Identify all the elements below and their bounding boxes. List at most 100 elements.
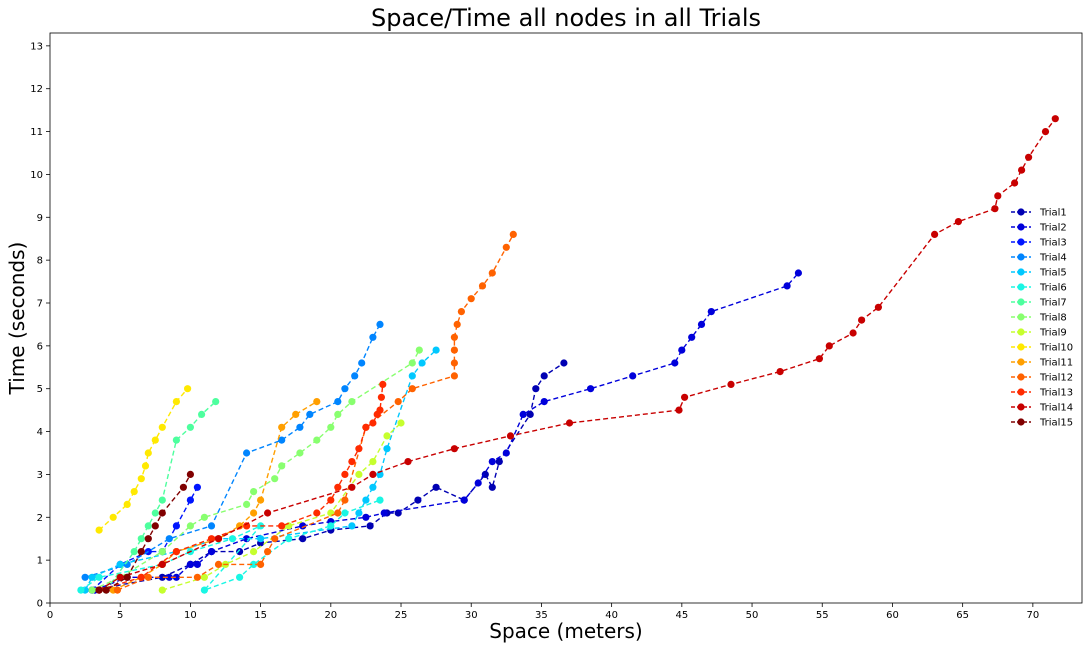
- data-point: [137, 573, 145, 581]
- x-tick-label: 10: [184, 610, 197, 621]
- series-trial7: [102, 398, 220, 594]
- legend-item: Trial8: [1011, 313, 1067, 324]
- legend-item: Trial3: [1011, 238, 1067, 249]
- data-point: [1011, 179, 1019, 187]
- data-point: [526, 410, 534, 418]
- data-point: [137, 535, 145, 543]
- series-trial4: [81, 320, 384, 581]
- data-point: [123, 573, 131, 581]
- data-point: [236, 573, 244, 581]
- legend-label: Trial5: [1039, 268, 1067, 279]
- legend-marker: [1017, 343, 1025, 351]
- data-point: [560, 359, 568, 367]
- x-axis: 0 5 10 15 20 25 30 35 40 45 50 55 60 65 70: [47, 603, 1039, 621]
- y-tick-label: 2: [37, 513, 43, 524]
- data-point: [355, 509, 363, 517]
- x-tick-label: 30: [465, 610, 478, 621]
- series-trial15: [95, 470, 194, 594]
- y-tick-label: 5: [37, 384, 43, 395]
- data-point: [95, 526, 103, 534]
- data-point: [296, 449, 304, 457]
- data-point: [369, 458, 377, 466]
- data-point: [296, 423, 304, 431]
- series-trial1: [88, 359, 568, 594]
- data-point: [954, 218, 963, 226]
- data-point: [415, 346, 423, 354]
- data-point: [292, 410, 300, 418]
- series-line: [105, 401, 217, 591]
- data-point: [109, 513, 117, 521]
- data-point: [243, 449, 251, 457]
- data-point: [172, 398, 180, 406]
- data-point: [130, 488, 138, 496]
- data-point: [509, 230, 517, 238]
- legend-item: Trial15: [1011, 418, 1073, 429]
- data-point: [172, 548, 180, 556]
- legend-label: Trial8: [1039, 313, 1067, 324]
- data-point: [408, 385, 416, 393]
- data-point: [994, 192, 1002, 200]
- legend-marker: [1017, 223, 1025, 231]
- legend-label: Trial1: [1039, 208, 1067, 219]
- x-tick-label: 35: [535, 610, 548, 621]
- series-line: [162, 422, 402, 591]
- data-point: [186, 423, 194, 431]
- x-tick-label: 40: [605, 610, 618, 621]
- data-point: [88, 573, 96, 581]
- legend-item: Trial7: [1011, 298, 1067, 309]
- data-point: [1025, 153, 1033, 161]
- data-point: [137, 548, 145, 556]
- legend-item: Trial5: [1011, 268, 1067, 279]
- data-point: [348, 522, 356, 530]
- legend-item: Trial4: [1011, 253, 1067, 264]
- data-point: [158, 548, 166, 556]
- legend-item: Trial9: [1011, 328, 1067, 339]
- data-point: [77, 586, 85, 594]
- data-point: [207, 522, 216, 530]
- data-point: [158, 496, 166, 504]
- plot-frame: [49, 32, 1083, 604]
- data-point: [334, 483, 342, 491]
- data-point: [678, 346, 686, 354]
- data-point: [794, 269, 803, 277]
- legend-label: Trial13: [1039, 388, 1073, 399]
- series-line: [91, 349, 420, 591]
- data-point: [540, 398, 548, 406]
- data-point: [116, 560, 124, 569]
- data-point: [502, 449, 510, 457]
- data-point: [200, 586, 208, 594]
- data-point: [565, 419, 574, 427]
- legend-label: Trial2: [1039, 223, 1067, 234]
- data-point: [351, 372, 359, 380]
- data-point: [212, 398, 220, 406]
- series-line: [117, 234, 514, 591]
- data-point: [250, 560, 258, 569]
- data-point: [362, 423, 370, 431]
- data-point: [250, 548, 258, 556]
- legend-item: Trial13: [1011, 388, 1073, 399]
- data-point: [102, 586, 110, 594]
- data-point: [184, 385, 192, 393]
- data-point: [116, 573, 124, 581]
- series-line: [98, 118, 1056, 591]
- legend-marker: [1017, 373, 1025, 381]
- x-axis-label: Space (meters): [489, 619, 643, 643]
- y-tick-label: 7: [37, 299, 43, 310]
- data-point: [151, 509, 159, 517]
- data-point: [334, 509, 342, 517]
- data-point: [825, 342, 833, 350]
- data-point: [369, 419, 377, 427]
- y-tick-label: 12: [30, 84, 43, 95]
- x-tick-label: 50: [746, 610, 759, 621]
- legend: Trial1 Trial2 Trial3 Trial4 Trial5 Trial6 Tria…: [1011, 208, 1073, 429]
- data-point: [376, 496, 384, 504]
- data-point: [193, 560, 201, 569]
- data-point: [506, 432, 515, 440]
- legend-item: Trial1: [1011, 208, 1067, 219]
- data-point: [414, 496, 422, 504]
- legend-marker: [1017, 313, 1025, 321]
- data-point: [186, 470, 194, 478]
- series-trial9: [158, 419, 405, 594]
- data-point: [1041, 128, 1050, 136]
